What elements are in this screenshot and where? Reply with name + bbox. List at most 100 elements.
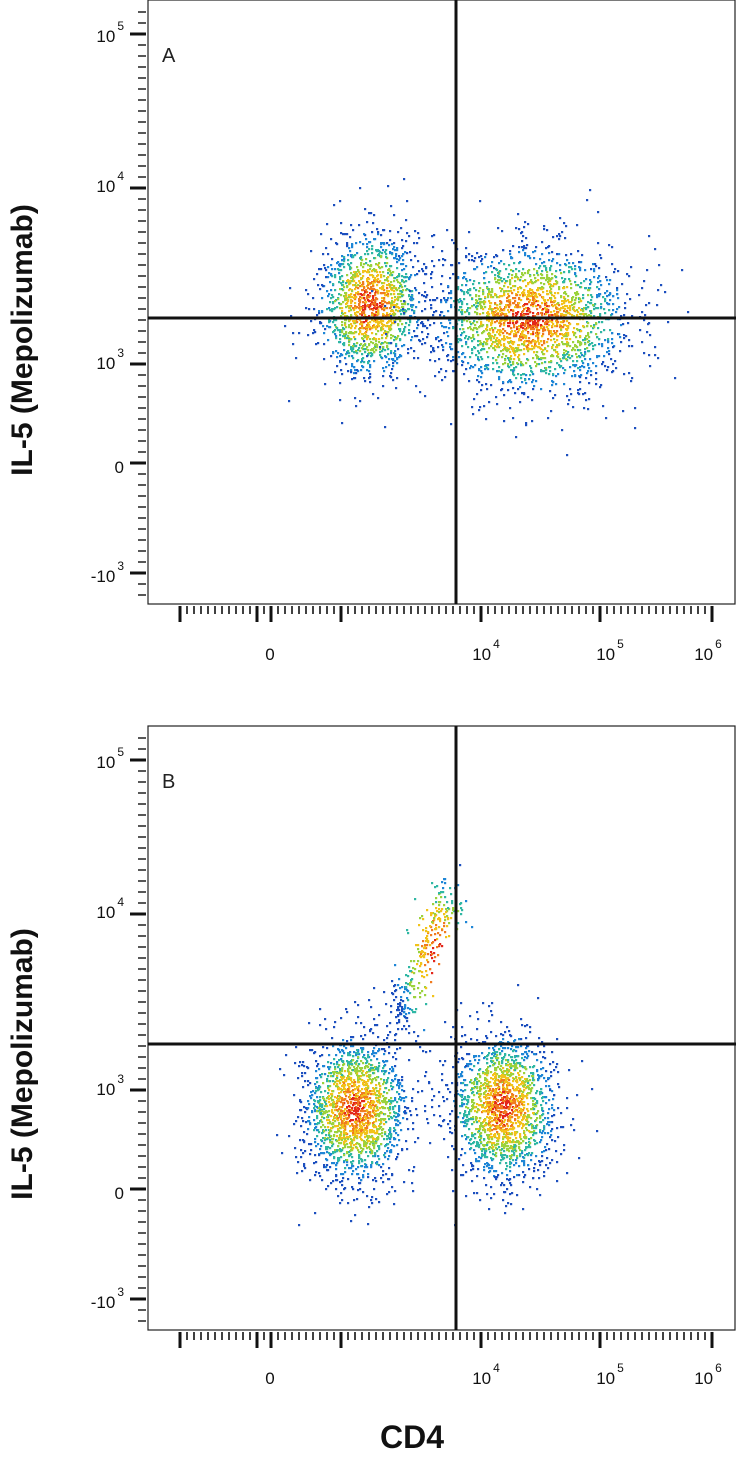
data-point xyxy=(325,1166,328,1169)
data-point xyxy=(556,282,559,285)
data-point xyxy=(504,320,507,323)
data-point xyxy=(369,1151,372,1154)
data-point xyxy=(407,348,410,351)
data-point xyxy=(302,1139,305,1142)
data-point xyxy=(328,1098,331,1101)
data-point xyxy=(480,260,483,263)
data-point xyxy=(547,299,550,302)
data-point xyxy=(595,365,598,368)
data-point xyxy=(330,1103,333,1106)
data-point xyxy=(384,1152,387,1155)
data-point xyxy=(379,354,382,357)
data-point xyxy=(319,1175,322,1178)
data-point xyxy=(360,321,363,324)
data-point xyxy=(381,334,384,337)
data-point xyxy=(362,266,365,269)
data-point xyxy=(578,261,581,264)
data-point xyxy=(338,302,341,305)
data-point xyxy=(331,1109,334,1112)
data-point xyxy=(529,320,532,323)
data-point xyxy=(357,1104,360,1107)
data-point xyxy=(364,270,367,273)
data-point xyxy=(551,277,554,280)
data-point xyxy=(593,315,596,318)
data-point xyxy=(526,348,529,351)
data-point xyxy=(501,295,504,298)
data-point xyxy=(549,370,552,373)
data-point xyxy=(574,344,577,347)
data-point xyxy=(382,367,385,370)
data-point xyxy=(342,263,345,266)
data-point xyxy=(354,302,357,305)
data-point xyxy=(400,313,403,316)
data-point xyxy=(321,1132,324,1135)
data-point xyxy=(480,255,483,258)
data-point xyxy=(362,1174,365,1177)
plot-frame xyxy=(147,725,736,1331)
data-point xyxy=(354,338,357,341)
data-point xyxy=(382,249,385,252)
x-axis-title: CD4 xyxy=(380,1419,444,1455)
data-point xyxy=(556,325,559,328)
data-point xyxy=(367,1101,370,1104)
data-point xyxy=(302,1061,305,1064)
data-point xyxy=(351,325,354,328)
data-point xyxy=(316,1065,319,1068)
data-point xyxy=(355,331,358,334)
data-point xyxy=(571,268,574,271)
data-point xyxy=(446,229,449,232)
data-point xyxy=(577,349,580,352)
data-point xyxy=(535,326,538,329)
data-point xyxy=(382,1163,385,1166)
data-point xyxy=(600,331,603,334)
data-point xyxy=(349,280,352,283)
data-point xyxy=(371,1202,374,1205)
data-point xyxy=(532,388,535,391)
data-point xyxy=(499,325,502,328)
data-point xyxy=(505,313,508,316)
data-point xyxy=(543,228,546,231)
data-point xyxy=(347,1070,350,1073)
data-point xyxy=(328,1134,331,1137)
data-point xyxy=(552,397,555,400)
data-point xyxy=(352,357,355,360)
data-point xyxy=(392,335,395,338)
data-point xyxy=(357,1065,360,1068)
data-point xyxy=(367,1120,370,1123)
data-point xyxy=(514,297,517,300)
data-point xyxy=(519,294,522,297)
data-point xyxy=(401,333,404,336)
data-point xyxy=(538,293,541,296)
data-point xyxy=(394,296,397,299)
data-point xyxy=(388,244,391,247)
data-point xyxy=(440,299,443,302)
data-point xyxy=(304,1167,307,1170)
data-point xyxy=(360,262,363,265)
data-point xyxy=(360,1110,363,1113)
data-point xyxy=(492,341,495,344)
data-point xyxy=(390,281,393,284)
data-point xyxy=(438,358,441,361)
data-point xyxy=(350,1039,353,1042)
data-point xyxy=(473,287,476,290)
data-point xyxy=(531,302,534,305)
data-point xyxy=(298,332,301,335)
data-point xyxy=(457,341,460,344)
data-point xyxy=(565,254,568,257)
data-point xyxy=(315,1087,318,1090)
data-point xyxy=(446,355,449,358)
data-point xyxy=(527,223,530,226)
data-point xyxy=(543,340,546,343)
data-point xyxy=(356,306,359,309)
data-point xyxy=(548,259,551,262)
data-point xyxy=(474,268,477,271)
data-point xyxy=(338,341,341,344)
data-point xyxy=(452,359,455,362)
data-point xyxy=(584,358,587,361)
data-point xyxy=(328,319,331,322)
data-point xyxy=(564,369,567,372)
data-point xyxy=(386,262,389,265)
data-point xyxy=(591,342,594,345)
data-point xyxy=(387,1147,390,1150)
data-point xyxy=(369,328,372,331)
